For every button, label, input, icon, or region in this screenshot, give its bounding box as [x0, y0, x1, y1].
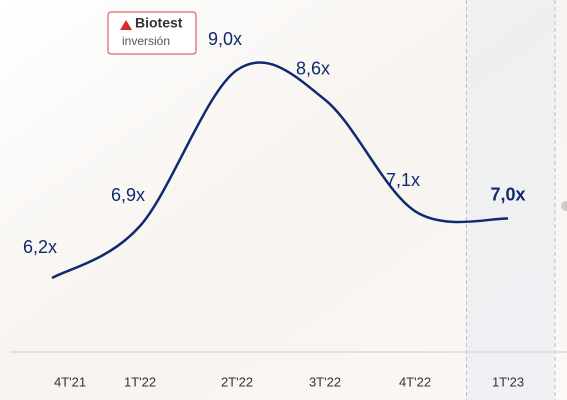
- x-tick-label: 4T'21: [54, 374, 86, 389]
- x-tick-label: 1T'23: [492, 374, 524, 389]
- data-label: 7,1x: [386, 170, 420, 190]
- logo-name: Biotest: [135, 15, 183, 31]
- data-label: 9,0x: [208, 29, 242, 49]
- x-tick-label: 4T'22: [399, 374, 431, 389]
- line: [51, 61, 509, 280]
- data-label: 6,9x: [111, 185, 145, 205]
- data-label: 7,0x: [490, 184, 525, 204]
- x-tick-label: 1T'22: [124, 374, 156, 389]
- data-label: 8,6x: [296, 58, 330, 78]
- logo-tagline: inversión: [122, 34, 170, 48]
- logo-box: [107, 11, 197, 55]
- logo: Biotest inversión: [107, 11, 197, 55]
- data-label: 6,2x: [23, 237, 57, 257]
- x-tick-label: 2T'22: [221, 374, 253, 389]
- x-tick-label: 3T'22: [309, 374, 341, 389]
- logo-icon: [120, 20, 132, 30]
- decoration: [561, 201, 567, 211]
- highlight-region: [466, 0, 555, 400]
